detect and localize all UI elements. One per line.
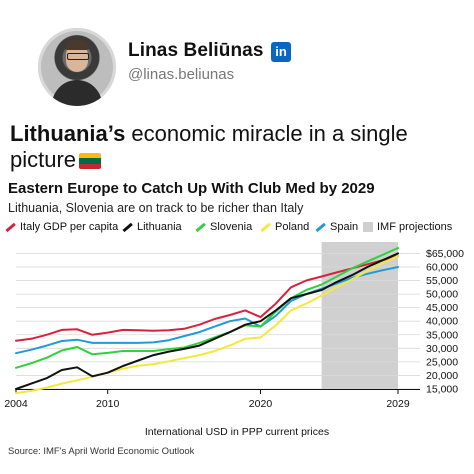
legend-label-projections: IMF projections [377,221,453,233]
series-line-lithuania [15,252,399,390]
legend-swatch-italy [5,222,16,232]
y-tick-label: 15,000 [426,384,458,396]
legend-entry-slovenia: Slovenia [195,221,252,233]
legend-swatch-slovenia [195,222,206,232]
legend-label-italy: Italy GDP per capita [20,221,119,233]
legend-entry-spain: Spain [315,221,358,233]
chart-subtitle: Lithuania, Slovenia are on track to be r… [8,201,304,215]
y-tick-label: 20,000 [426,370,458,382]
chart-source: Source: IMF's April World Economic Outlo… [8,446,195,457]
author-name[interactable]: Linas Beliūnas [128,40,264,61]
avatar-face [66,44,88,72]
chart-title: Eastern Europe to Catch Up With Club Med… [8,180,375,197]
legend-swatch-spain [315,222,326,232]
y-tick-label: 25,000 [426,356,458,368]
legend-entry-lithuania: Lithuania [122,221,182,233]
headline-bold: Lithuania’s [10,121,126,146]
legend-entry-poland: Poland [260,221,309,233]
x-tick-label: 2029 [386,398,410,410]
legend-label-lithuania: Lithuania [137,221,182,233]
lithuania-flag-icon [79,153,102,169]
x-tick-label: 2020 [249,398,273,410]
x-axis-label: International USD in PPP current prices [144,426,330,438]
y-tick-label: 30,000 [426,343,458,355]
y-tick-label: 40,000 [426,316,458,328]
linkedin-icon[interactable]: in [271,42,291,62]
legend-swatch-lithuania [122,222,133,232]
legend-label-poland: Poland [275,221,310,233]
x-tick-label: 2010 [96,398,120,410]
series-line-slovenia [15,247,399,369]
legend-swatch-poland [260,222,271,232]
legend-entry-projections: IMF projections [363,221,452,233]
headline-rest: economic miracle in a single picture [10,121,408,172]
legend-label-slovenia: Slovenia [210,221,253,233]
series-line-poland [15,255,399,395]
y-tick-label: $65,000 [426,248,464,260]
avatar-glasses [67,53,89,60]
author-handle[interactable]: @linas.beliunas [128,66,235,83]
y-tick-label: 50,000 [426,289,458,301]
author-avatar[interactable] [38,28,116,106]
legend-entry-italy: Italy GDP per capita [5,221,118,233]
legend-swatch-projections [363,222,373,232]
avatar-shirt [52,80,102,106]
post-headline: Lithuania’s economic miracle in a single… [10,121,450,173]
y-tick-label: 60,000 [426,261,458,273]
legend-label-spain: Spain [330,221,359,233]
y-tick-label: 35,000 [426,329,458,341]
y-tick-label: 45,000 [426,302,458,314]
y-tick-label: 55,000 [426,275,458,287]
series-line-italy-gdp-per-capita [15,255,399,342]
avatar-hair [65,40,89,50]
x-tick-label: 2004 [4,398,28,410]
